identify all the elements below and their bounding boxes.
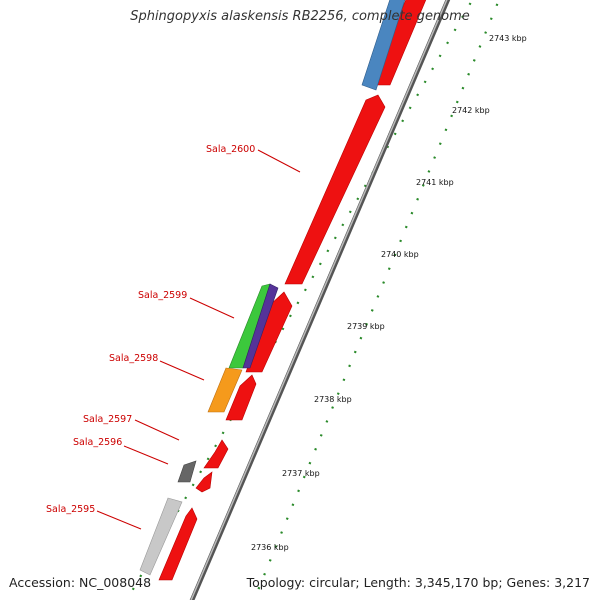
- gene-arrow-2597a: [203, 439, 229, 469]
- tick-label: 2743 kbp: [489, 34, 527, 43]
- gene-arrow-sala-2598: [207, 367, 243, 413]
- genome-backbone: [189, 0, 451, 600]
- gene-arrow-sala-2600: [284, 94, 386, 285]
- tick-labels: 2743 kbp 2742 kbp 2741 kbp 2740 kbp 2739…: [251, 34, 527, 552]
- tick-label: 2740 kbp: [381, 250, 419, 259]
- leader-line-sala-2597: [134, 419, 180, 441]
- gene-label-sala-2595[interactable]: Sala_2595: [46, 504, 95, 515]
- tick-label: 2739 kbp: [347, 322, 385, 331]
- inner-tick-ring: [252, 0, 501, 600]
- leader-line-sala-2600: [257, 149, 301, 173]
- accession-text: Accession: NC_008048: [9, 575, 152, 590]
- gene-label-sala-2596[interactable]: Sala_2596: [73, 437, 122, 448]
- tick-label: 2742 kbp: [452, 106, 490, 115]
- gene-arrow-2598a: [225, 374, 257, 421]
- genome-summary-text: Topology: circular; Length: 3,345,170 bp…: [246, 575, 590, 590]
- gene-arrow-2595a: [158, 507, 198, 581]
- gene-label-sala-2600[interactable]: Sala_2600: [206, 144, 255, 155]
- gene-label-sala-2599[interactable]: Sala_2599: [138, 290, 187, 301]
- tick-label: 2741 kbp: [416, 178, 454, 187]
- leader-line-sala-2599: [189, 297, 235, 319]
- gene-arrow-sala-2595: [139, 497, 183, 576]
- genome-backbone-highlight: [190, 0, 448, 600]
- gene-labels: Sala_2600 Sala_2599 Sala_2598 Sala_2597 …: [46, 144, 301, 530]
- tick-label: 2738 kbp: [314, 395, 352, 404]
- gene-arrow-sala-2599-purple: [242, 283, 279, 369]
- leader-line-sala-2598: [159, 360, 205, 381]
- gene-label-sala-2598[interactable]: Sala_2598: [109, 353, 158, 364]
- tick-label: 2736 kbp: [251, 543, 289, 552]
- forward-genes: [158, 0, 427, 581]
- gene-arrow-sala-2596: [177, 460, 197, 483]
- gene-arrow-2596a: [195, 471, 213, 493]
- tick-label: 2737 kbp: [282, 469, 320, 478]
- reverse-genes: [139, 0, 406, 576]
- gene-arrow-blue: [361, 0, 406, 91]
- leader-line-sala-2596: [123, 445, 169, 465]
- leader-line-sala-2595: [96, 510, 142, 530]
- gene-label-sala-2597[interactable]: Sala_2597: [83, 414, 132, 425]
- genome-title: Sphingopyxis alaskensis RB2256, complete…: [130, 9, 470, 24]
